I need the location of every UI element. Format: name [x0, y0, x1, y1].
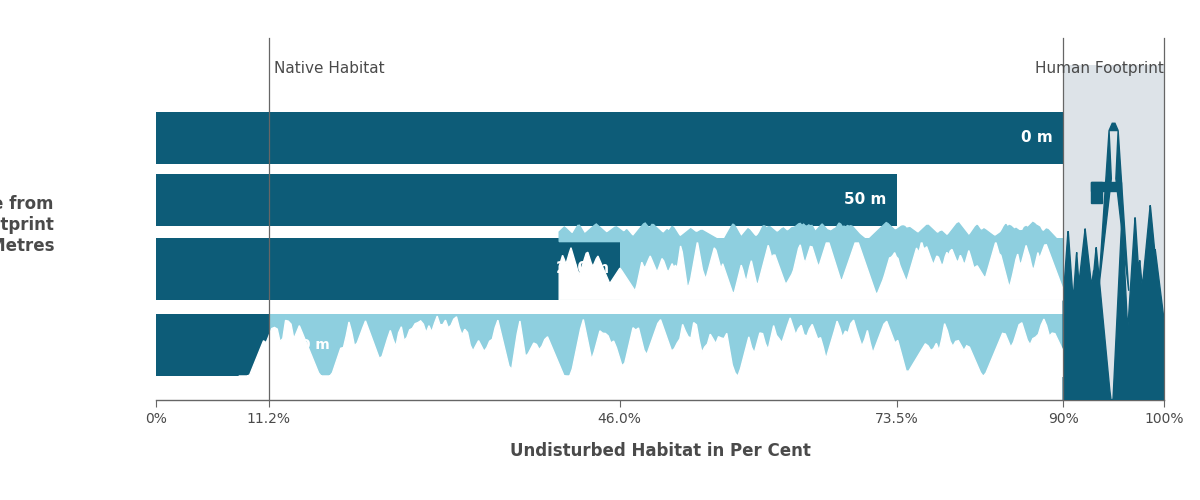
Text: Native Habitat: Native Habitat [274, 61, 384, 76]
Text: > 500 m: > 500 m [265, 338, 330, 352]
Bar [1063, 65, 1164, 400]
X-axis label: Undisturbed Habitat in Per Cent: Undisturbed Habitat in Per Cent [510, 442, 810, 460]
Bar [156, 314, 1063, 376]
Polygon shape [1063, 206, 1164, 400]
Polygon shape [1116, 130, 1129, 291]
Polygon shape [1091, 182, 1121, 192]
Polygon shape [559, 222, 1063, 242]
Bar [156, 174, 896, 226]
Polygon shape [1091, 182, 1102, 203]
Text: Human Footprint: Human Footprint [1036, 61, 1164, 76]
Text: Distance from
Human Footprint
in Metres: Distance from Human Footprint in Metres [0, 195, 54, 255]
Text: 50 m: 50 m [845, 192, 887, 207]
Bar [156, 238, 1063, 300]
Polygon shape [1109, 124, 1118, 130]
Text: 200 m: 200 m [557, 262, 610, 276]
Polygon shape [239, 316, 1063, 376]
Polygon shape [559, 240, 1063, 300]
Text: 0 m: 0 m [1021, 130, 1054, 146]
Bar [156, 112, 1063, 164]
Polygon shape [1098, 130, 1111, 291]
Bar [156, 238, 619, 300]
Bar [156, 314, 269, 376]
